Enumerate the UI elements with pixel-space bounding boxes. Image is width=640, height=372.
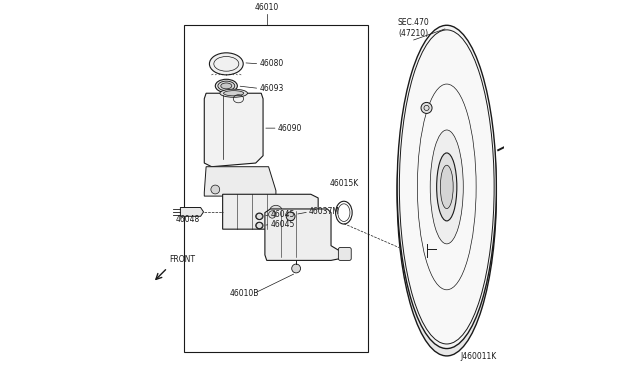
- Text: 46090: 46090: [278, 124, 302, 133]
- Text: 46045: 46045: [271, 210, 295, 219]
- Circle shape: [421, 102, 432, 113]
- Text: 46037M: 46037M: [309, 208, 340, 217]
- Text: 46048: 46048: [175, 215, 200, 224]
- Ellipse shape: [256, 213, 263, 219]
- Ellipse shape: [220, 89, 248, 97]
- Polygon shape: [223, 194, 318, 229]
- Circle shape: [292, 264, 301, 273]
- Ellipse shape: [218, 81, 235, 91]
- Ellipse shape: [397, 25, 497, 349]
- Ellipse shape: [440, 165, 453, 209]
- Circle shape: [516, 132, 527, 144]
- Ellipse shape: [221, 83, 232, 89]
- Ellipse shape: [430, 130, 463, 244]
- Text: J460011K: J460011K: [460, 352, 497, 362]
- Bar: [184, 25, 368, 352]
- Text: 46010: 46010: [255, 3, 279, 12]
- Ellipse shape: [209, 53, 243, 75]
- Ellipse shape: [436, 153, 457, 221]
- Circle shape: [286, 212, 295, 221]
- Text: 46080: 46080: [259, 60, 284, 68]
- Polygon shape: [180, 208, 204, 216]
- Ellipse shape: [256, 222, 263, 229]
- Polygon shape: [204, 167, 276, 196]
- Ellipse shape: [397, 33, 497, 356]
- Text: (47210): (47210): [399, 29, 429, 38]
- Text: SEC.470: SEC.470: [398, 18, 429, 27]
- Polygon shape: [265, 209, 340, 260]
- Text: 46010B: 46010B: [230, 289, 259, 298]
- Circle shape: [211, 185, 220, 194]
- Ellipse shape: [223, 91, 244, 96]
- Text: 46093: 46093: [259, 84, 284, 93]
- Text: 46045: 46045: [271, 220, 295, 229]
- Text: 46015K: 46015K: [329, 179, 358, 188]
- Circle shape: [269, 211, 276, 218]
- Ellipse shape: [399, 30, 494, 344]
- Polygon shape: [204, 93, 263, 167]
- Text: FRONT: FRONT: [170, 255, 195, 264]
- FancyBboxPatch shape: [339, 247, 351, 260]
- Circle shape: [269, 205, 282, 218]
- Ellipse shape: [215, 79, 237, 93]
